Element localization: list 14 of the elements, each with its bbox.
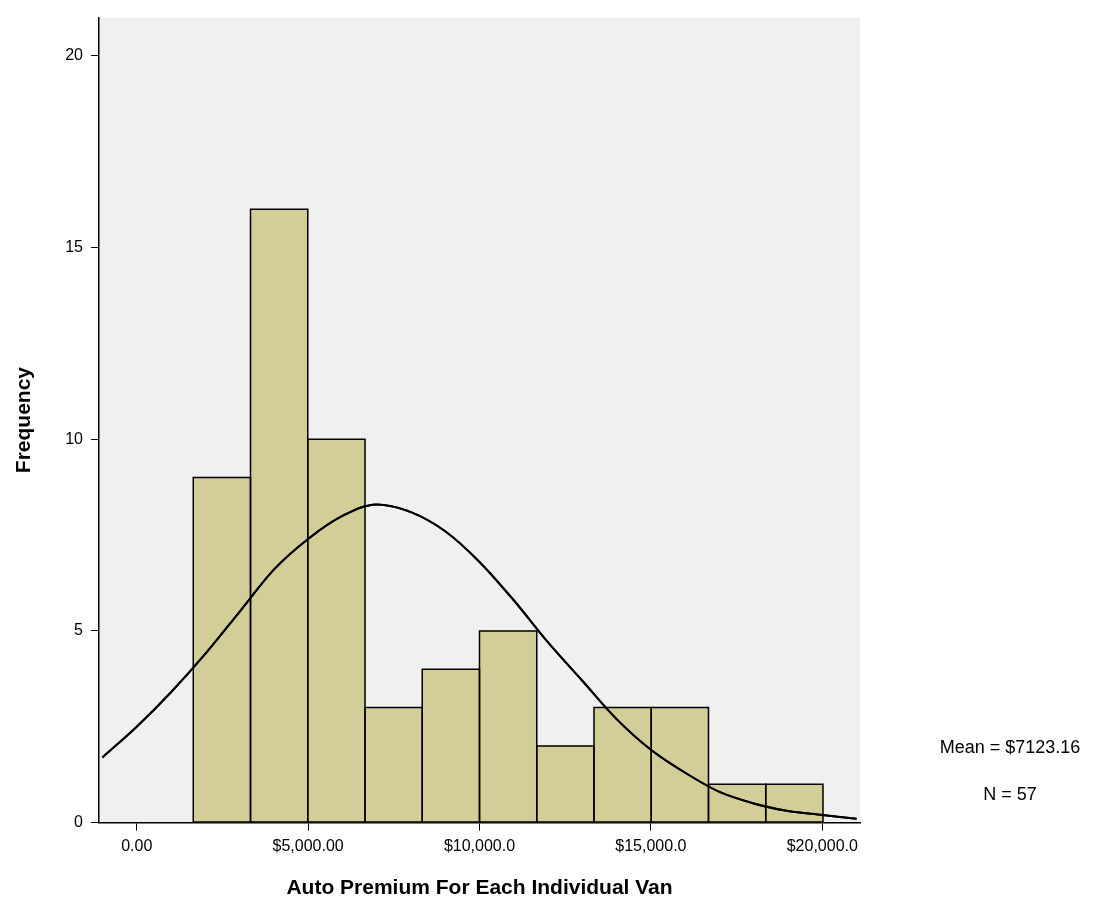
y-tick-label: 5 [74, 621, 84, 639]
y-axis-title: Frequency [11, 366, 35, 474]
text: N = 57 [983, 783, 1037, 804]
y-tick-label: 10 [65, 429, 84, 447]
y-tick-label: 20 [65, 46, 84, 64]
x-tick-label: $5,000.00 [272, 836, 344, 854]
x-axis-title: Auto Premium For Each Individual Van [286, 875, 673, 899]
x-tick-label: $10,000.0 [443, 836, 516, 854]
x-tick-label: $20,000.0 [786, 836, 858, 854]
x-tick-label: 0.00 [121, 836, 153, 854]
text: Mean = $7123.16 [939, 736, 1081, 757]
y-tick-label: 0 [74, 813, 84, 831]
y-tick-label: 15 [65, 238, 84, 256]
x-tick-label: $15,000.0 [615, 836, 687, 854]
